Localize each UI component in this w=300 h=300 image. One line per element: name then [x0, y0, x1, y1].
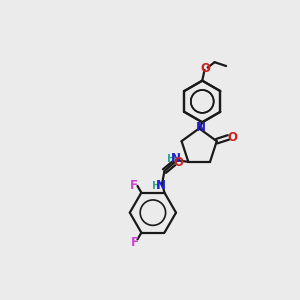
Text: O: O — [227, 131, 237, 144]
Text: F: F — [130, 179, 138, 192]
Text: O: O — [200, 62, 210, 75]
Text: N: N — [171, 152, 181, 165]
Text: F: F — [130, 236, 138, 249]
Text: H: H — [152, 181, 161, 191]
Text: O: O — [173, 156, 183, 169]
Text: H: H — [167, 154, 176, 164]
Text: N: N — [156, 179, 167, 192]
Text: N: N — [196, 121, 206, 134]
